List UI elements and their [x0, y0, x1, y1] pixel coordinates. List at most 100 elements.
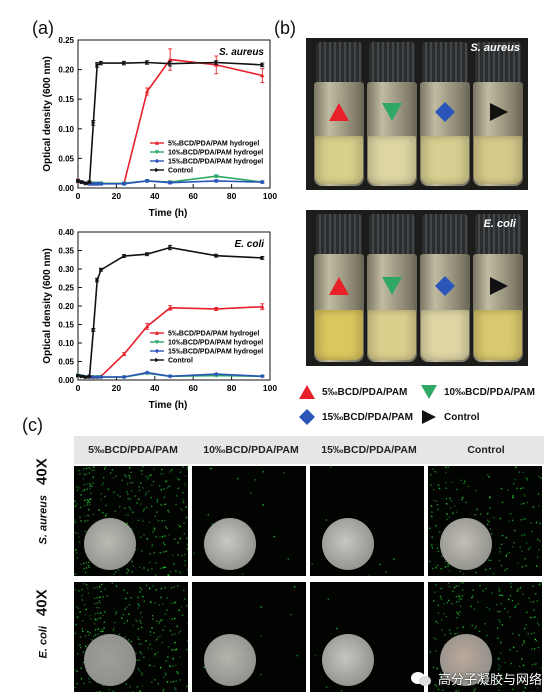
speckle [153, 632, 155, 634]
speckle [163, 676, 165, 678]
chart-title: S. aureus [219, 47, 264, 58]
speckle [186, 685, 188, 688]
speckle [241, 573, 244, 575]
vial [314, 38, 364, 190]
triangle-right-marker [87, 179, 92, 185]
speckle [185, 506, 187, 508]
speckle [185, 516, 188, 519]
speckle [518, 634, 520, 636]
speckle [164, 535, 166, 537]
speckle [100, 498, 102, 500]
speckle [443, 613, 445, 615]
speckle [138, 604, 140, 607]
speckle [500, 603, 502, 605]
speckle [138, 659, 140, 661]
speckle [511, 633, 514, 635]
speckle [130, 508, 132, 511]
speckle [135, 619, 137, 621]
speckle [518, 471, 520, 473]
speckle [484, 684, 486, 686]
speckle [260, 635, 262, 637]
speckle [84, 604, 86, 606]
speckle [126, 572, 128, 574]
speckle [86, 473, 88, 475]
speckle [97, 633, 99, 635]
speckle [210, 467, 212, 470]
speckle [164, 503, 167, 505]
speckle [525, 674, 527, 677]
speckle [530, 617, 532, 619]
speckle [89, 503, 91, 506]
vial [367, 38, 417, 190]
speckle [540, 477, 542, 479]
speckle [87, 564, 90, 567]
speckle [433, 600, 435, 602]
speckle [164, 543, 166, 546]
speckle [96, 597, 98, 599]
speckle [489, 568, 491, 570]
y-axis-label: Optical density (600 nm) [42, 248, 53, 364]
speckle [516, 590, 519, 592]
speckle [152, 480, 155, 483]
speckle [149, 561, 151, 564]
triangle-right-marker [83, 181, 88, 186]
speckle [80, 520, 82, 522]
speckle [171, 602, 173, 605]
speckle [433, 489, 435, 491]
triangle-up-icon [299, 385, 315, 399]
speckle [437, 622, 439, 624]
speckle [445, 482, 447, 484]
speckle [445, 471, 447, 474]
speckle [84, 515, 86, 517]
speckle [103, 627, 105, 629]
photo-organism-label: E. coli [483, 218, 516, 230]
speckle [488, 608, 491, 610]
diamond-marker [98, 181, 104, 187]
speckle [74, 500, 76, 502]
speckle [435, 620, 437, 623]
y-tick-label: 0.40 [58, 228, 74, 237]
vial [420, 210, 470, 366]
plot-frame [77, 39, 271, 189]
speckle [182, 499, 184, 501]
diamond-marker [260, 179, 265, 185]
speckle [433, 637, 435, 639]
speckle [82, 630, 84, 632]
speckle [460, 479, 462, 481]
diamond-marker [167, 374, 173, 379]
petri-dish [84, 634, 136, 686]
speckle [435, 500, 437, 502]
speckle [76, 503, 78, 505]
speckle [508, 598, 510, 601]
bacteria-speckles [74, 466, 188, 576]
speckle [434, 684, 436, 686]
speckle [137, 597, 139, 599]
speckle [83, 489, 86, 491]
speckle [173, 586, 175, 588]
speckle [184, 483, 186, 485]
speckle [132, 624, 135, 626]
speckle [140, 536, 142, 538]
speckle [140, 482, 142, 484]
speckle [89, 484, 92, 486]
triangle-up-marker [144, 89, 150, 94]
speckle [142, 510, 145, 512]
speckle [89, 614, 91, 617]
speckle [531, 664, 534, 666]
speckle [74, 505, 77, 507]
speckle [161, 520, 163, 522]
speckle [495, 680, 498, 683]
diamond-icon [435, 102, 455, 122]
speckle [162, 688, 165, 691]
speckle [455, 596, 458, 598]
speckle [475, 625, 477, 628]
speckle [508, 520, 510, 523]
diamond-marker [144, 370, 150, 375]
speckle [509, 649, 511, 651]
speckle [488, 521, 490, 523]
vial-liquid [368, 310, 416, 360]
speckle [436, 685, 438, 687]
speckle [186, 548, 188, 550]
speckle [164, 550, 167, 553]
fluorescence-cell [428, 582, 542, 692]
